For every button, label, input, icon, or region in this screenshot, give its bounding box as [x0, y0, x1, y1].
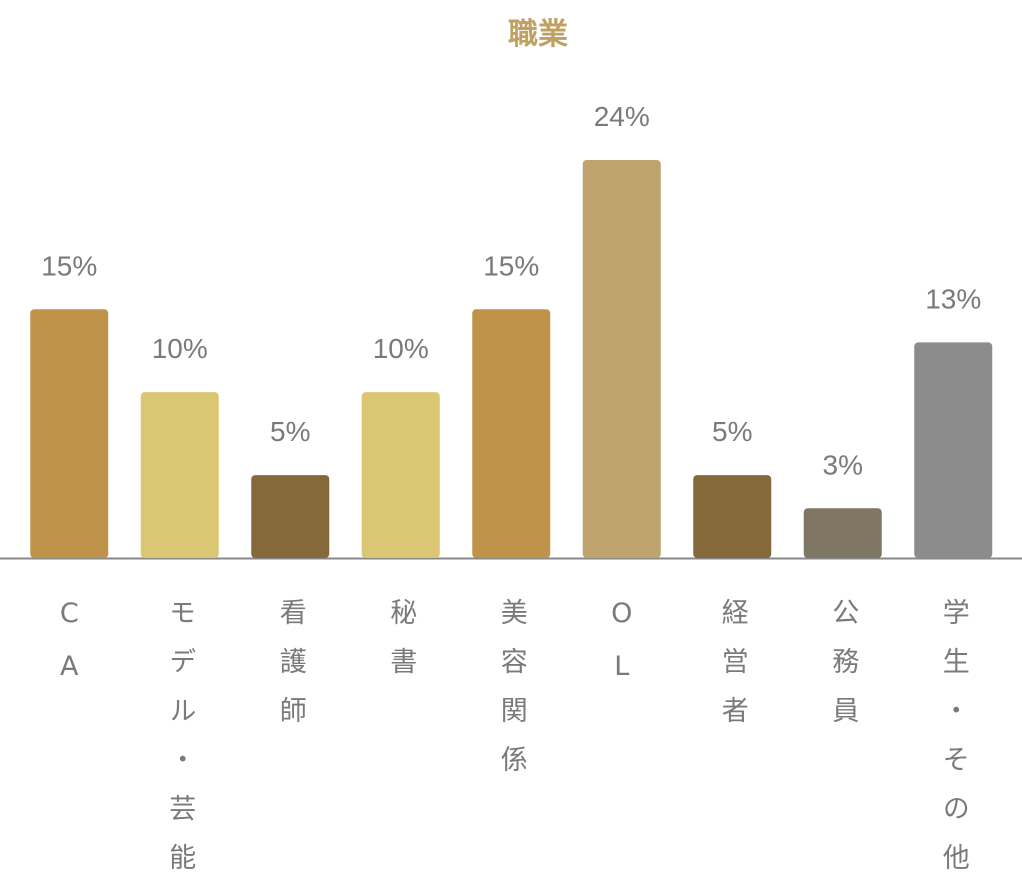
- value-label: 3%: [823, 449, 863, 480]
- bar: [472, 309, 551, 558]
- x-tick-label: 学生・その他: [938, 598, 970, 872]
- value-label: 13%: [925, 283, 981, 314]
- value-label: 5%: [712, 416, 752, 447]
- x-tick-label: OL: [606, 598, 637, 704]
- bar: [140, 392, 219, 558]
- x-tick-label: 経営者: [717, 598, 749, 745]
- x-tick-label: 美容関係: [496, 598, 528, 794]
- value-label: 24%: [594, 101, 650, 132]
- bar: [582, 160, 661, 558]
- bar: [361, 392, 440, 558]
- bar: [251, 475, 330, 558]
- value-label: 5%: [270, 416, 310, 447]
- bar: [914, 342, 993, 558]
- bar: [693, 475, 772, 558]
- x-tick-label: 看護師: [275, 598, 307, 745]
- value-label: 10%: [373, 333, 429, 364]
- bar: [30, 309, 109, 558]
- value-label: 10%: [152, 333, 208, 364]
- x-tick-label: 秘書: [385, 598, 417, 696]
- value-label: 15%: [41, 250, 97, 281]
- chart-title: 職業: [508, 17, 568, 52]
- bar: [803, 508, 882, 558]
- x-tick-label: CA: [54, 598, 85, 704]
- x-tick-label: モデル・芸能: [164, 598, 195, 872]
- x-tick-label: 公務員: [827, 598, 859, 745]
- value-label: 15%: [483, 250, 539, 281]
